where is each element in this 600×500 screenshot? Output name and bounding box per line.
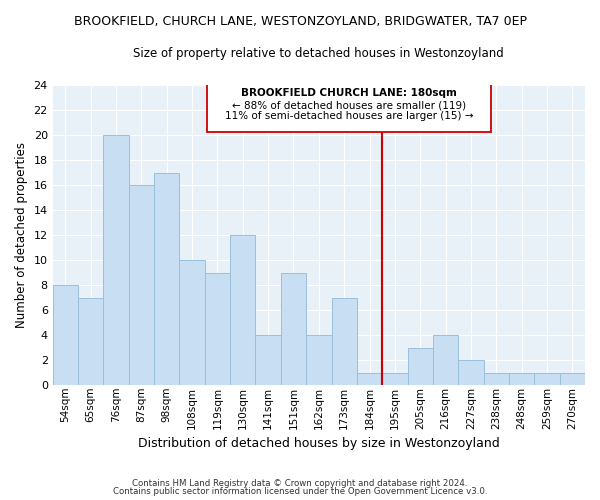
Bar — [357, 372, 382, 385]
Bar — [509, 372, 535, 385]
Bar — [230, 235, 256, 385]
X-axis label: Distribution of detached houses by size in Westonzoyland: Distribution of detached houses by size … — [138, 437, 500, 450]
Bar — [179, 260, 205, 385]
Bar — [103, 136, 129, 385]
Bar — [205, 272, 230, 385]
Bar — [458, 360, 484, 385]
Bar — [129, 185, 154, 385]
Bar — [281, 272, 306, 385]
Text: BROOKFIELD, CHURCH LANE, WESTONZOYLAND, BRIDGWATER, TA7 0EP: BROOKFIELD, CHURCH LANE, WESTONZOYLAND, … — [74, 15, 527, 28]
Bar — [78, 298, 103, 385]
Bar — [332, 298, 357, 385]
Title: Size of property relative to detached houses in Westonzoyland: Size of property relative to detached ho… — [133, 48, 504, 60]
Bar — [484, 372, 509, 385]
Bar — [53, 285, 78, 385]
Text: ← 88% of detached houses are smaller (119): ← 88% of detached houses are smaller (11… — [232, 100, 466, 110]
Y-axis label: Number of detached properties: Number of detached properties — [15, 142, 28, 328]
Bar — [256, 335, 281, 385]
Text: Contains HM Land Registry data © Crown copyright and database right 2024.: Contains HM Land Registry data © Crown c… — [132, 478, 468, 488]
Text: BROOKFIELD CHURCH LANE: 180sqm: BROOKFIELD CHURCH LANE: 180sqm — [241, 88, 457, 99]
Bar — [535, 372, 560, 385]
Bar — [382, 372, 407, 385]
Bar — [154, 172, 179, 385]
Text: 11% of semi-detached houses are larger (15) →: 11% of semi-detached houses are larger (… — [225, 111, 473, 121]
Bar — [560, 372, 585, 385]
Bar — [433, 335, 458, 385]
Bar — [306, 335, 332, 385]
Text: Contains public sector information licensed under the Open Government Licence v3: Contains public sector information licen… — [113, 487, 487, 496]
Bar — [207, 84, 491, 132]
Bar — [407, 348, 433, 385]
